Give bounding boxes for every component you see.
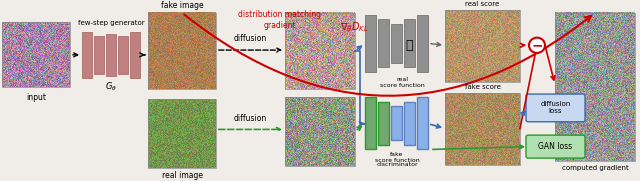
Bar [378,102,389,145]
Bar [445,93,520,165]
Bar [94,36,104,74]
Text: diffusion
loss: diffusion loss [540,101,571,114]
Bar [365,15,376,72]
Text: fake
score function: fake score function [374,152,419,163]
FancyBboxPatch shape [526,135,585,158]
Text: computed gradient: computed gradient [562,165,628,171]
Text: few-step generator: few-step generator [77,20,144,26]
Bar [404,102,415,145]
Text: 🔒: 🔒 [405,39,413,52]
Bar [285,97,355,166]
Text: diffusion: diffusion [234,114,267,123]
Bar [417,97,428,150]
Bar [555,13,635,161]
Bar [391,24,402,62]
Bar [130,32,140,78]
Text: fake score: fake score [465,84,500,90]
Text: $G_\theta$: $G_\theta$ [105,81,117,93]
Bar [118,36,128,74]
Text: GAN loss: GAN loss [538,142,573,151]
Bar [285,13,355,89]
Circle shape [529,38,545,53]
Bar [417,15,428,72]
Bar [148,99,216,168]
Text: real image: real image [161,171,202,180]
Text: diffusion: diffusion [234,34,267,43]
Bar [82,32,92,78]
Text: discriminator: discriminator [376,162,418,167]
Bar [106,34,116,76]
Bar [365,97,376,150]
Text: real
score function: real score function [380,77,425,88]
Bar [445,10,520,82]
FancyBboxPatch shape [526,94,585,122]
Bar [404,20,415,67]
Text: fake image: fake image [161,1,204,10]
Text: distribution matching
gradient: distribution matching gradient [239,10,321,30]
Bar [148,13,216,89]
Bar [391,106,402,140]
Text: $\nabla_\theta D_{KL}$: $\nabla_\theta D_{KL}$ [340,20,369,34]
Text: −: − [531,38,543,52]
Bar [378,20,389,67]
Text: input: input [26,93,46,102]
Text: real score: real score [465,1,500,7]
Bar [2,22,70,87]
